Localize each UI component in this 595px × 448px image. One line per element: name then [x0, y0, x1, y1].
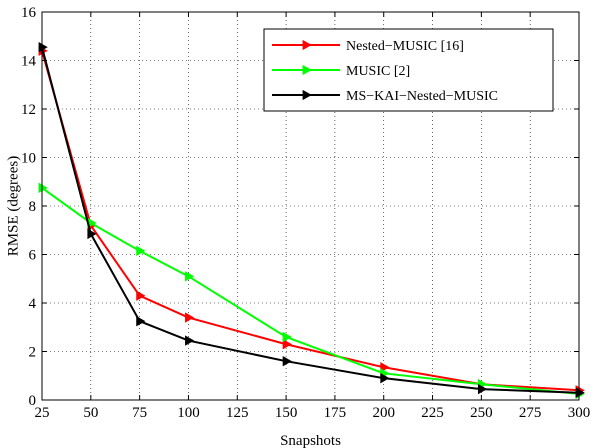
- x-tick-label: 150: [275, 405, 298, 421]
- data-point: [87, 228, 97, 240]
- x-tick-label: 75: [132, 405, 147, 421]
- axis-ticks: 25 50 75 100 125 150 175 200 225 250 275 300 0 2 4 6 8 10…: [21, 5, 590, 421]
- x-tick-label: 100: [177, 405, 200, 421]
- data-point: [38, 41, 48, 53]
- x-tick-label: 25: [35, 405, 50, 421]
- data-point: [380, 372, 390, 384]
- series-line: [41, 46, 580, 394]
- x-axis-label: Snapshots: [280, 433, 341, 448]
- y-axis-label: RMSE (degrees): [5, 156, 21, 256]
- y-tick-label: 14: [21, 54, 37, 70]
- data-point: [185, 271, 195, 282]
- y-tick-label: 12: [21, 102, 36, 118]
- data-point: [38, 182, 48, 193]
- data-point: [136, 245, 146, 257]
- y-tick-label: 8: [29, 199, 37, 215]
- data-point: [185, 312, 195, 323]
- y-tick-label: 6: [29, 248, 37, 264]
- x-tick-label: 250: [470, 405, 493, 421]
- legend-box: [263, 28, 554, 112]
- data-point: [282, 356, 292, 367]
- data-point: [477, 383, 488, 395]
- data-point: [282, 331, 292, 343]
- x-tick-label: 125: [226, 405, 249, 421]
- series-line: [41, 187, 580, 395]
- x-tick-label: 50: [83, 405, 98, 421]
- y-tick-label: 4: [29, 296, 37, 312]
- y-tick-label: 16: [21, 5, 37, 21]
- data-point: [136, 290, 146, 301]
- legend-label: MUSIC [2]: [346, 64, 410, 79]
- data-point: [575, 387, 585, 398]
- legend-label: Nested−MUSIC [16]: [346, 39, 464, 54]
- x-tick-label: 225: [421, 405, 444, 421]
- legend-label: MS−KAI−Nested−MUSIC: [346, 89, 498, 104]
- series-3: [38, 41, 585, 398]
- series-line: [41, 50, 580, 392]
- x-tick-label: 275: [519, 405, 542, 421]
- x-tick-label: 175: [324, 405, 347, 421]
- legend-marker: [302, 64, 312, 76]
- plot-area: [38, 41, 585, 400]
- y-tick-label: 2: [29, 345, 37, 361]
- data-point: [282, 339, 292, 350]
- legend-marker: [302, 39, 312, 51]
- y-tick-label: 10: [21, 151, 36, 167]
- x-tick-label: 200: [372, 405, 395, 421]
- data-point: [136, 316, 146, 327]
- legend-marker: [302, 89, 312, 101]
- y-tick-label: 0: [29, 393, 37, 409]
- legend: Nested−MUSIC [16] MUSIC [2] MS−KAI−Nested…: [263, 28, 554, 112]
- data-point: [185, 335, 195, 346]
- x-tick-label: 300: [568, 405, 591, 421]
